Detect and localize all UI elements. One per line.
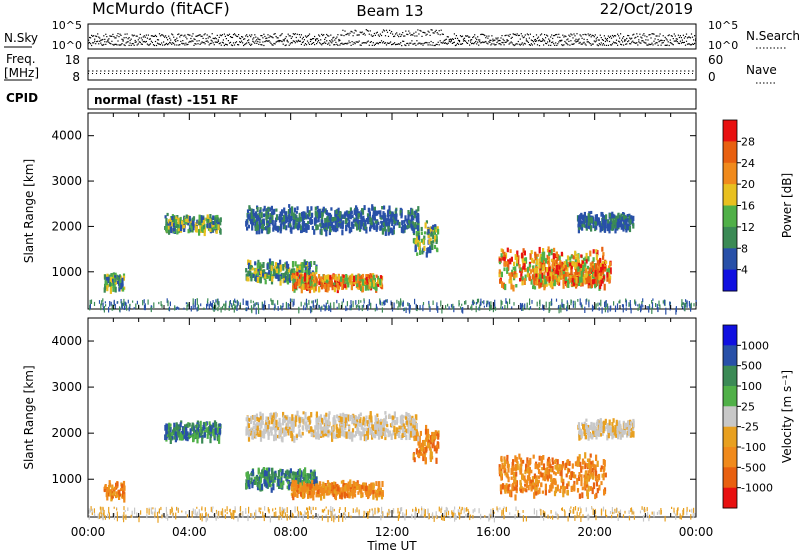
velocity-colorbar-segment: [723, 426, 737, 448]
velocity-ytick-label: 3000: [51, 380, 82, 394]
noise-right-tick-top: 10^5: [708, 19, 738, 32]
velocity-colorbar-tick: -25: [741, 421, 759, 434]
time-tick-label: 20:00: [577, 525, 612, 539]
power-colorbar-segment: [723, 120, 737, 142]
velocity-colorbar-segment: [723, 365, 737, 387]
velocity-colorbar-tick: -1000: [741, 482, 773, 495]
velocity-scatter-region: [498, 452, 607, 501]
power-scatter-region: [164, 212, 222, 237]
power-scatter-region: [576, 210, 635, 234]
velocity-ylabel: Slant Range [km]: [22, 365, 36, 469]
noise-panel-frame: [87, 23, 697, 50]
noise-left-tick-top: 10^5: [52, 19, 82, 32]
noise-trace: [88, 29, 697, 47]
velocity-colorbar-tick: 100: [741, 380, 762, 393]
noise-right-label: N.Search: [746, 29, 800, 43]
power-scatter-region: [533, 259, 612, 291]
power-colorbar-segment: [723, 248, 737, 271]
beam-title: Beam 13: [356, 2, 423, 20]
velocity-colorbar-tick: 500: [741, 360, 762, 373]
power-colorbar-segment: [723, 141, 737, 164]
velocity-colorbar-tick: 1000: [741, 339, 769, 352]
time-tick-label: 00:00: [71, 525, 106, 539]
power-ytick-label: 4000: [51, 129, 82, 143]
date-title: 22/Oct/2019: [600, 0, 693, 18]
power-colorbar-label: Power [dB]: [780, 173, 794, 238]
power-colorbar-segment: [723, 226, 737, 249]
velocity-ytick-label: 2000: [51, 426, 82, 440]
time-axis-label: Time UT: [366, 539, 417, 553]
velocity-scatter-region: [290, 479, 384, 501]
velocity-colorbar-segment: [723, 406, 737, 428]
cpid-panel-frame: [87, 88, 697, 110]
velocity-colorbar-segment: [723, 325, 737, 346]
power-colorbar-segment: [723, 162, 737, 185]
velocity-colorbar-segment: [723, 345, 737, 367]
velocity-colorbar-segment: [723, 386, 737, 407]
power-colorbar-segment: [723, 205, 737, 228]
velocity-colorbar-segment: [723, 467, 737, 489]
time-tick-label: 12:00: [375, 525, 410, 539]
noise-left-label: N.Sky: [4, 31, 38, 45]
velocity-scatter-region: [164, 420, 222, 444]
noise-right-tick-bottom: 10^0: [708, 39, 738, 52]
power-ytick-label: 3000: [51, 174, 82, 188]
velocity-colorbar-tick: -500: [741, 461, 766, 474]
freq-left-tick-top: 18: [65, 53, 80, 67]
freq-right-tick-bottom: 0: [708, 70, 716, 84]
velocity-scatter-region: [577, 418, 635, 441]
power-colorbar-tick: 20: [741, 178, 755, 191]
power-colorbar-tick: 4: [741, 264, 748, 277]
freq-right-tick-top: 60: [708, 53, 723, 67]
velocity-near-range-scatter: [88, 506, 696, 523]
power-colorbar-segment: [723, 184, 737, 206]
time-tick-label: 04:00: [172, 525, 207, 539]
time-tick-label: 00:00: [679, 525, 714, 539]
power-colorbar-tick: 16: [741, 200, 755, 213]
power-ytick-label: 2000: [51, 219, 82, 233]
time-tick-label: 08:00: [273, 525, 308, 539]
power-colorbar-tick: 12: [741, 221, 755, 234]
velocity-colorbar-segment: [723, 487, 737, 509]
power-ytick-label: 1000: [51, 265, 82, 279]
velocity-colorbar-segment: [723, 447, 737, 468]
velocity-ytick-label: 1000: [51, 472, 82, 486]
power-ylabel: Slant Range [km]: [22, 159, 36, 263]
power-colorbar-segment: [723, 269, 737, 292]
freq-label-1: Freq.: [6, 52, 36, 66]
velocity-colorbar-tick: -100: [741, 441, 766, 454]
time-tick-label: 16:00: [476, 525, 511, 539]
freq-panel-frame: [87, 57, 697, 81]
power-scatter-region: [245, 204, 420, 237]
velocity-scatter-region: [412, 424, 440, 465]
velocity-colorbar-label: Velocity [m s⁻¹]: [780, 370, 794, 463]
cpid-label: CPID: [6, 91, 38, 105]
power-scatter-region: [103, 272, 126, 294]
velocity-panel: 1000 2000 3000 4000 Slant Range [km] 1000 500 1…: [22, 317, 794, 523]
velocity-scatter-region: [103, 480, 126, 503]
freq-left-tick-bottom: 8: [72, 70, 80, 84]
power-near-range-scatter: [89, 298, 697, 315]
velocity-scatter-region: [245, 410, 420, 443]
power-scatter-region: [290, 272, 384, 294]
time-axis: 00:00 04:00 08:00 12:00 16:00 20:00 00:00: [71, 525, 714, 539]
power-panel: 1000 2000 3000 4000 Slant Range [km] 4 8 12 16 20…: [22, 112, 794, 315]
velocity-colorbar-tick: 25: [741, 400, 755, 413]
velocity-ytick-label: 4000: [51, 334, 82, 348]
power-colorbar-tick: 8: [741, 242, 748, 255]
power-colorbar-tick: 28: [741, 135, 755, 148]
nave-label: Nave: [746, 63, 777, 77]
station-title: McMurdo (fitACF): [92, 0, 230, 18]
noise-left-tick-bottom: 10^0: [52, 39, 82, 52]
power-colorbar-tick: 24: [741, 157, 755, 170]
cpid-text: normal (fast) -151 RF: [94, 93, 239, 107]
freq-label-2: [MHz]: [4, 66, 39, 80]
